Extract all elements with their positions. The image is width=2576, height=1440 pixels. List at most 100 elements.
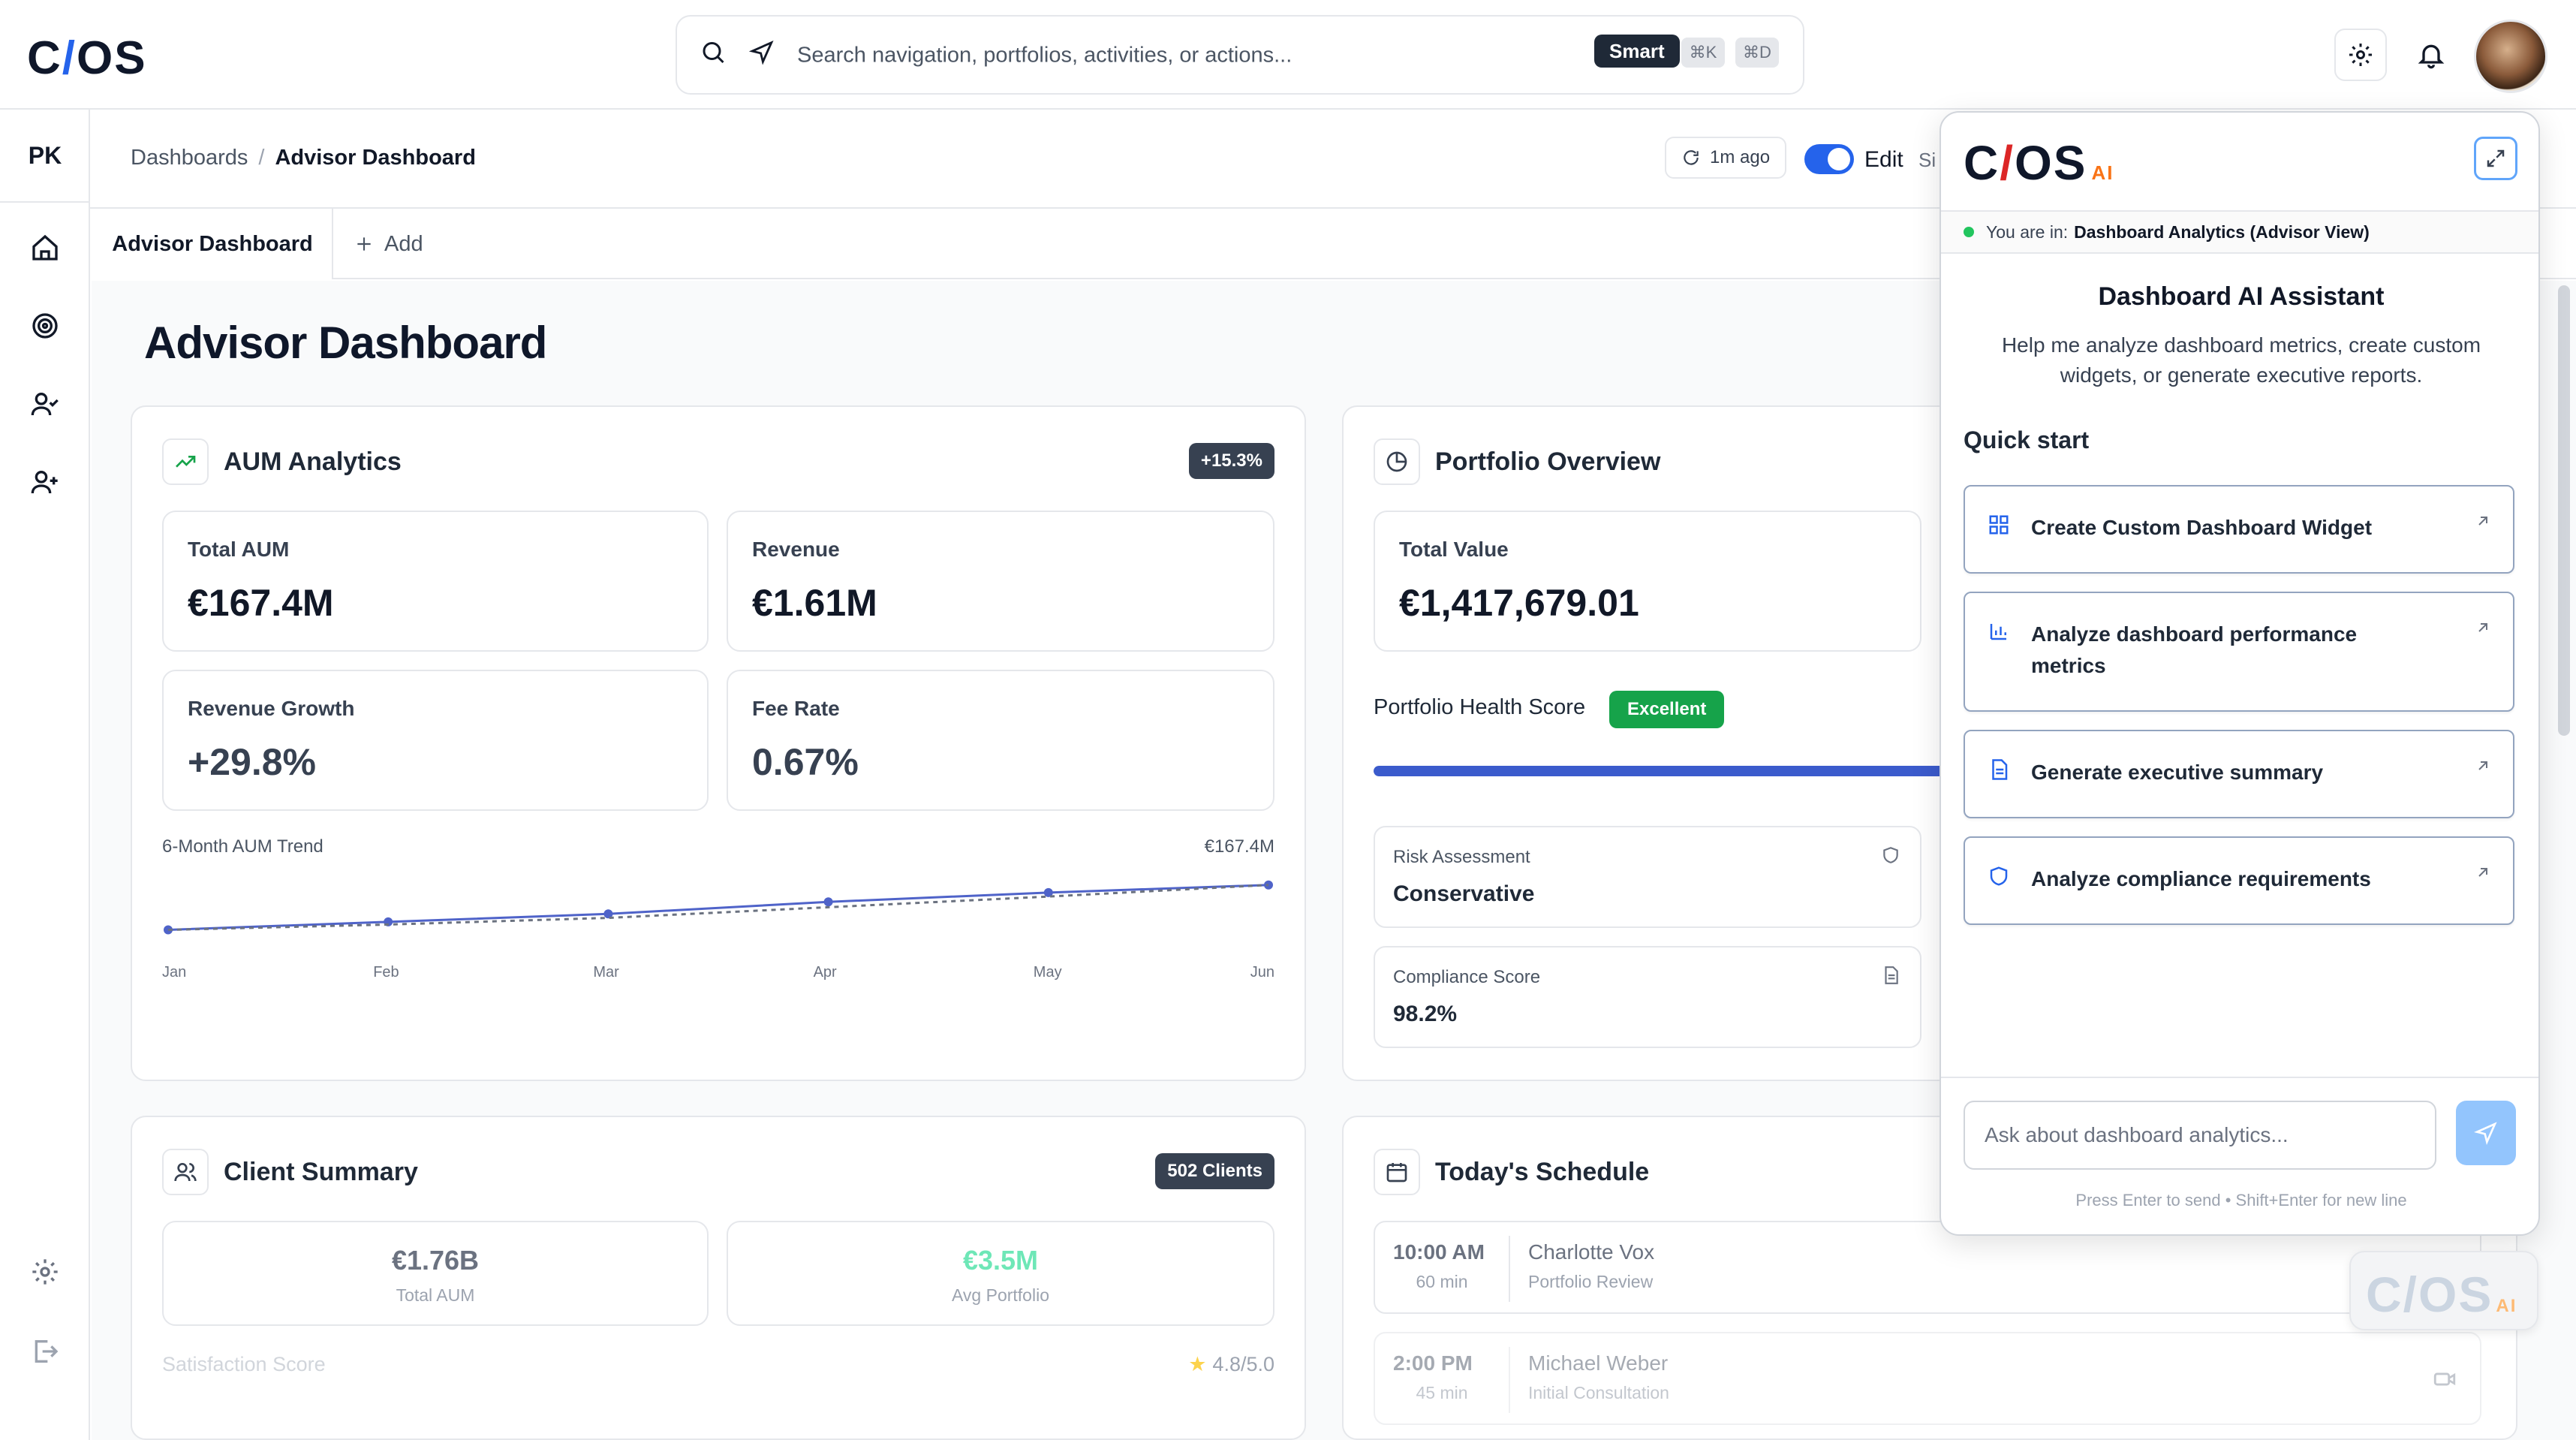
schedule-type: Initial Consultation <box>1528 1383 1669 1402</box>
add-tab-button[interactable]: Add <box>354 209 423 279</box>
series-line-0 <box>167 884 1269 932</box>
header-divider <box>90 207 2576 209</box>
data-point[interactable] <box>823 897 833 907</box>
metric-revenue-growth: Revenue Growth +29.8% <box>162 670 709 811</box>
grid-icon <box>1989 515 2009 535</box>
refresh-button[interactable]: 1m ago <box>1665 137 1787 179</box>
gear-icon <box>2349 44 2372 66</box>
data-point[interactable] <box>603 909 613 919</box>
plus-icon <box>357 237 371 251</box>
data-point[interactable] <box>1264 880 1273 890</box>
users-check-icon <box>31 393 59 416</box>
sidebar-item-home[interactable] <box>23 225 68 270</box>
sidebar-item-settings[interactable] <box>23 1249 68 1294</box>
quick-start-create-widget[interactable]: Create Custom Dashboard Widget <box>1964 485 2514 574</box>
compliance-value: 98.2% <box>1393 1002 1458 1026</box>
sidebar-item-clients[interactable] <box>23 381 68 426</box>
ai-description: Help me analyze dashboard metrics, creat… <box>2001 333 2481 387</box>
arrow-up-right-icon <box>2478 623 2487 632</box>
workspace-initials[interactable]: PK <box>0 110 90 203</box>
global-search[interactable]: Search navigation, portfolios, activitie… <box>676 15 1804 95</box>
metric-revenue: Revenue €1.61M <box>727 511 1274 652</box>
tab-advisor-dashboard[interactable]: Advisor Dashboard <box>93 209 333 279</box>
schedule-divider <box>1509 1236 1510 1302</box>
settings-button[interactable] <box>2334 29 2387 81</box>
calendar-icon <box>1374 1149 1420 1195</box>
metric-fee-rate: Fee Rate 0.67% <box>727 670 1274 811</box>
portfolio-title: Portfolio Overview <box>1435 447 1661 476</box>
ai-heading: Dashboard AI Assistant <box>2098 282 2385 311</box>
trend-label: 6-Month AUM Trend <box>162 836 324 857</box>
quick-start-analyze-performance[interactable]: Analyze dashboard performance metrics <box>1964 592 2514 712</box>
send-icon <box>2474 1122 2497 1145</box>
data-point[interactable] <box>1043 887 1053 897</box>
quick-start-executive-summary[interactable]: Generate executive summary <box>1964 730 2514 818</box>
quick-start-label: Generate executive summary <box>2031 761 2324 784</box>
ai-chat-input[interactable]: Ask about dashboard analytics... <box>1964 1101 2436 1170</box>
ai-launcher-button[interactable]: C/OS AI <box>2349 1251 2538 1330</box>
schedule-item[interactable]: 2:00 PM 45 min Michael Weber Initial Con… <box>1374 1332 2481 1425</box>
user-plus-icon <box>31 471 58 494</box>
schedule-item[interactable]: 10:00 AM 60 min Charlotte Vox Portfolio … <box>1374 1221 2481 1314</box>
risk-value: Conservative <box>1393 881 1535 906</box>
star-icon: ★ <box>1188 1353 1207 1375</box>
metric-label: Revenue Growth <box>188 697 355 720</box>
metric-label: Fee Rate <box>752 697 840 720</box>
schedule-duration: 45 min <box>1416 1383 1468 1402</box>
smart-search-badge[interactable]: Smart <box>1594 35 1680 68</box>
metric-value: €1.61M <box>752 582 877 624</box>
bell-icon <box>2418 44 2445 69</box>
health-progress-bar <box>1374 766 1989 776</box>
dashboard-tabs: Advisor Dashboard Add <box>93 209 2576 279</box>
schedule-client: Michael Weber <box>1528 1351 1669 1375</box>
health-score-badge: Excellent <box>1609 691 1725 728</box>
quick-start-label: Create Custom Dashboard Widget <box>2031 516 2373 539</box>
app-logo[interactable]: C/OS <box>27 32 147 84</box>
notifications-button[interactable] <box>2405 29 2457 81</box>
ai-launcher-logo: C/OS AI <box>2366 1267 2517 1322</box>
series-line-1 <box>167 884 1269 932</box>
expand-panel-button[interactable] <box>2474 137 2517 180</box>
document-icon <box>1885 966 1898 984</box>
schedule-title: Today's Schedule <box>1435 1158 1650 1186</box>
clients-title: Client Summary <box>224 1158 418 1186</box>
page-scrollbar[interactable] <box>2558 285 2570 736</box>
quick-start-compliance[interactable]: Analyze compliance requirements <box>1964 836 2514 925</box>
client-avg-label: Avg Portfolio <box>952 1285 1049 1305</box>
breadcrumb-current: Advisor Dashboard <box>275 146 476 170</box>
size-label[interactable]: Si <box>1918 149 1937 171</box>
aum-x-axis: Jan Feb Mar Apr May Jun <box>162 964 1274 987</box>
metric-value: 0.67% <box>752 741 859 783</box>
sidebar: PK <box>0 110 90 1440</box>
add-tab-label: Add <box>384 231 423 256</box>
status-dot <box>1964 227 1974 237</box>
aum-analytics-card: AUM Analytics +15.3% Total AUM €167.4M R… <box>131 405 1306 1081</box>
ai-send-button[interactable] <box>2456 1101 2516 1165</box>
expand-icon <box>2487 149 2505 167</box>
search-icon <box>700 39 727 70</box>
health-score-label: Portfolio Health Score <box>1374 695 1586 719</box>
sidebar-item-add-client[interactable] <box>23 459 68 505</box>
x-tick-label: Jun <box>1250 964 1274 981</box>
client-total-aum-label: Total AUM <box>396 1285 475 1305</box>
bar-chart-icon <box>1990 624 2006 640</box>
schedule-type: Portfolio Review <box>1528 1272 1654 1291</box>
quick-start-label: Analyze compliance requirements <box>2031 867 2371 890</box>
risk-label: Risk Assessment <box>1393 847 1530 867</box>
metric-label: Total AUM <box>188 538 290 561</box>
last-updated-text: 1m ago <box>1710 147 1771 167</box>
user-avatar[interactable] <box>2474 20 2547 93</box>
logout-icon <box>35 1340 59 1363</box>
trend-max-label: €167.4M <box>1204 836 1274 857</box>
sidebar-item-goals[interactable] <box>23 303 68 348</box>
x-tick-label: Feb <box>373 964 399 981</box>
sidebar-item-logout[interactable] <box>23 1329 68 1374</box>
shield-icon <box>1883 847 1898 863</box>
metric-label: Revenue <box>752 538 840 561</box>
edit-mode-toggle[interactable] <box>1804 144 1854 174</box>
arrow-up-right-icon <box>2478 868 2487 877</box>
breadcrumb-dashboards[interactable]: Dashboards <box>131 146 248 170</box>
schedule-duration: 60 min <box>1416 1272 1468 1291</box>
search-input[interactable]: Search navigation, portfolios, activitie… <box>797 43 1293 68</box>
refresh-icon <box>1684 150 1699 165</box>
